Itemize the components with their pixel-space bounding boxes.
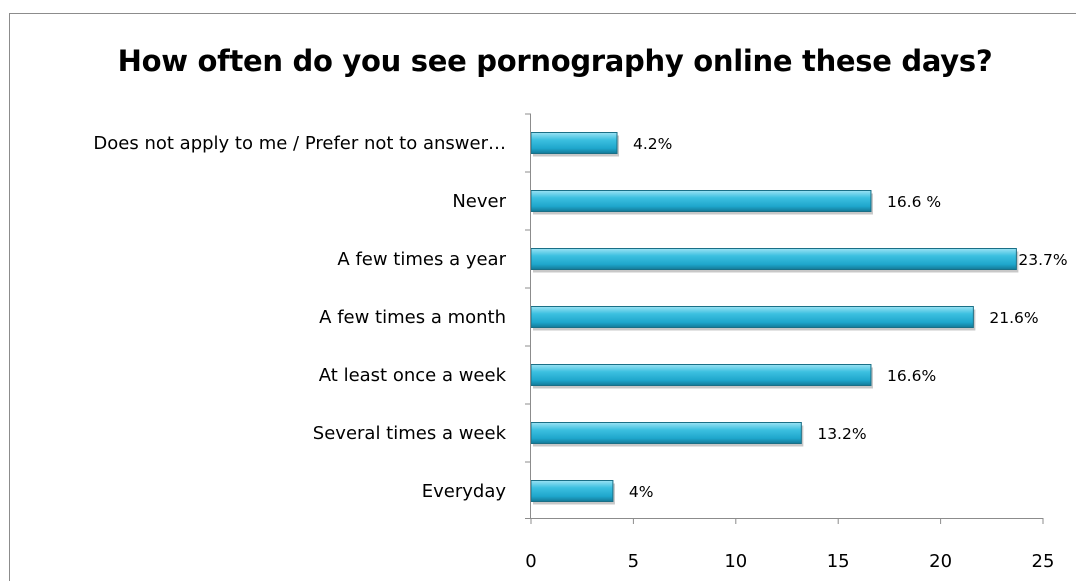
bar <box>530 190 872 212</box>
category-label: A few times a month <box>319 307 506 328</box>
x-tick-label: 0 <box>525 551 536 572</box>
category-label: At least once a week <box>319 365 507 386</box>
bar <box>530 422 802 444</box>
chart-title: How often do you see pornography online … <box>117 44 993 78</box>
category-label: Does not apply to me / Prefer not to ans… <box>93 133 506 154</box>
category-label: A few times a year <box>337 249 506 270</box>
data-label: 4.2% <box>633 135 672 153</box>
bar <box>530 480 614 502</box>
x-tick-label: 20 <box>929 551 952 572</box>
data-label: 23.7% <box>1018 251 1067 269</box>
x-tick-label: 25 <box>1032 551 1055 572</box>
category-label: Never <box>452 191 506 212</box>
x-tick-label: 10 <box>724 551 747 572</box>
data-label: 21.6% <box>989 309 1038 327</box>
category-label: Several times a week <box>313 423 507 444</box>
category-label: Everyday <box>422 481 507 502</box>
x-tick-label: 5 <box>628 551 639 572</box>
data-label: 16.6 % <box>887 193 941 211</box>
bar <box>530 306 974 328</box>
bar <box>530 248 1017 270</box>
x-tick-label: 15 <box>827 551 850 572</box>
data-label: 16.6% <box>887 367 936 385</box>
data-label: 4% <box>629 483 654 501</box>
bar <box>530 132 618 154</box>
bar <box>530 364 872 386</box>
data-label: 13.2% <box>817 425 866 443</box>
